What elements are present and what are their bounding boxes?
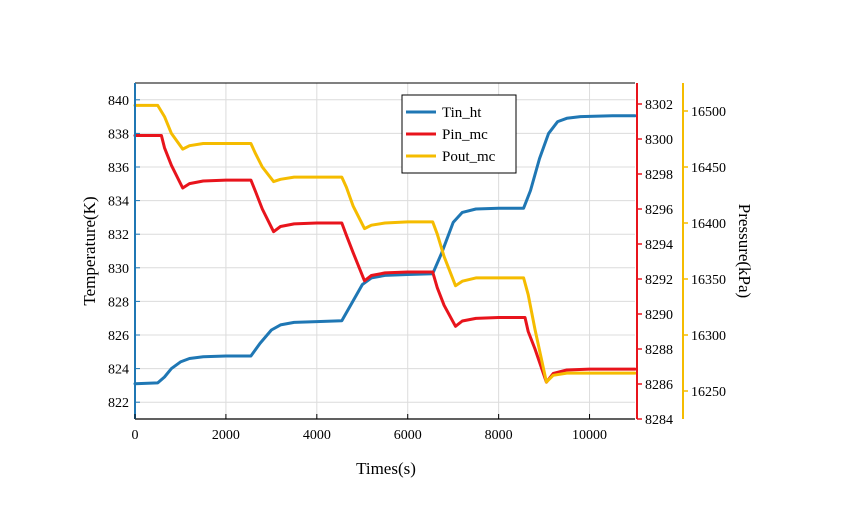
left-y-tick-label: 822	[108, 396, 129, 411]
right1-y-tick-label: 8302	[645, 98, 673, 113]
x-tick-label: 8000	[485, 428, 513, 443]
chart-series-layer	[133, 103, 637, 386]
left-y-tick-label: 830	[108, 262, 129, 277]
left-y-tick-label: 838	[108, 127, 129, 142]
right1-y-tick-label: 8286	[645, 378, 673, 393]
legend-label: Tin_ht	[442, 105, 482, 121]
chart-legend: Tin_ht Pin_mc Pout_mc	[401, 94, 517, 174]
x-tick-label: 0	[132, 428, 139, 443]
right1-y-tick-label: 8294	[645, 238, 673, 253]
left-y-tick-label: 828	[108, 295, 129, 310]
left-y-tick-label: 826	[108, 329, 129, 344]
x-axis-title: Times(s)	[356, 459, 416, 478]
right1-y-tick-label: 8284	[645, 413, 673, 428]
right1-y-tick-label: 8292	[645, 273, 673, 288]
left-y-axis-title: Temperature(K)	[80, 196, 99, 305]
right1-y-tick-label: 8288	[645, 343, 673, 358]
x-tick-label: 6000	[394, 428, 422, 443]
right2-y-tick-label: 16300	[691, 329, 726, 344]
left-y-tick-label: 840	[108, 94, 129, 109]
right2-y-tick-label: 16400	[691, 217, 726, 232]
right-y-axis-title: Pressure(kPa)	[735, 204, 754, 298]
chart-ticks: 0 2000 4000 6000 8000 10000 822 824 826 828 830 832…	[108, 94, 726, 443]
left-y-tick-label: 834	[108, 195, 129, 210]
right1-y-tick-label: 8300	[645, 133, 673, 148]
right1-y-tick-label: 8298	[645, 168, 673, 183]
right2-y-tick-label: 16500	[691, 105, 726, 120]
right2-y-tick-label: 16350	[691, 273, 726, 288]
left-y-tick-label: 824	[108, 363, 129, 378]
x-tick-label: 4000	[303, 428, 331, 443]
series-line-tin-ht	[133, 114, 637, 386]
right1-y-tick-label: 8290	[645, 308, 673, 323]
legend-label: Pout_mc	[442, 149, 496, 165]
x-tick-label: 10000	[572, 428, 607, 443]
x-tick-label: 2000	[212, 428, 240, 443]
chart-grid	[134, 83, 635, 419]
plot-area	[135, 83, 635, 419]
right2-y-tick-label: 16250	[691, 385, 726, 400]
right2-y-tick-label: 16450	[691, 161, 726, 176]
left-y-tick-label: 832	[108, 228, 129, 243]
legend-label: Pin_mc	[442, 127, 488, 143]
right1-y-tick-label: 8296	[645, 203, 673, 218]
series-line-pout-mc	[133, 103, 637, 384]
series-line-pin-mc	[133, 134, 637, 384]
left-y-tick-label: 836	[108, 161, 129, 176]
